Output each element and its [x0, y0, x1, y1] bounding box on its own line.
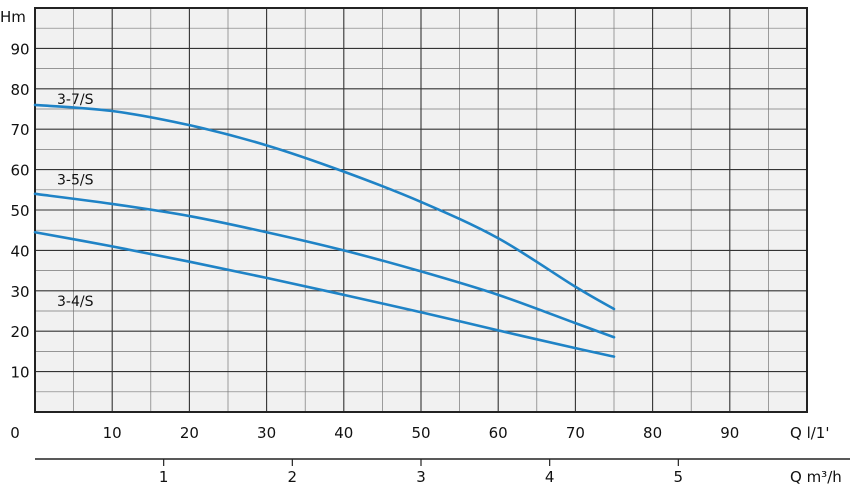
secondary-tick-label: 5 — [674, 468, 684, 486]
secondary-axis: 1 2 3 4 5 — [159, 459, 683, 486]
y-tick-label: 40 — [10, 242, 29, 260]
y-tick-label: 90 — [10, 40, 29, 58]
curve-3-7-s — [33, 103, 616, 311]
curve-3-4-s — [33, 230, 616, 358]
y-axis-label: Hm — [0, 8, 26, 26]
x-tick-label: 30 — [257, 424, 276, 442]
y-tick-label: 70 — [10, 121, 29, 139]
labels-layer: Hm Q l/1' Q m³/h 10 20 30 40 50 60 70 80 90 0 10 20… — [0, 8, 842, 486]
x-tick-label: 60 — [489, 424, 508, 442]
y-tick-label: 10 — [10, 364, 29, 382]
curve-label: 3-5/S — [57, 173, 94, 189]
major-grid — [35, 8, 807, 412]
x-tick-label: 10 — [103, 424, 122, 442]
series-layer — [33, 103, 616, 358]
curve-label: 3-4/S — [57, 294, 94, 310]
curve-3-5-s — [33, 192, 616, 339]
x-tick-label: 80 — [643, 424, 662, 442]
x-axis-label-secondary: Q m³/h — [790, 468, 842, 486]
secondary-tick-label: 3 — [416, 468, 426, 486]
plot-frame — [34, 7, 808, 413]
x-tick-label: 70 — [566, 424, 585, 442]
y-tick-label: 50 — [10, 202, 29, 220]
x-tick-label: 0 — [10, 424, 20, 442]
x-tick-label: 20 — [180, 424, 199, 442]
curve-label: 3-7/S — [57, 92, 94, 108]
secondary-tick-label: 4 — [545, 468, 555, 486]
secondary-tick-label: 1 — [159, 468, 169, 486]
x-tick-label: 90 — [720, 424, 739, 442]
y-tick-label: 30 — [10, 283, 29, 301]
x-tick-label: 40 — [334, 424, 353, 442]
secondary-tick-label: 2 — [288, 468, 298, 486]
x-tick-label: 50 — [411, 424, 430, 442]
y-tick-label: 20 — [10, 323, 29, 341]
y-tick-label: 60 — [10, 162, 29, 180]
y-tick-label: 80 — [10, 81, 29, 99]
x-axis-label-primary: Q l/1' — [790, 424, 829, 442]
